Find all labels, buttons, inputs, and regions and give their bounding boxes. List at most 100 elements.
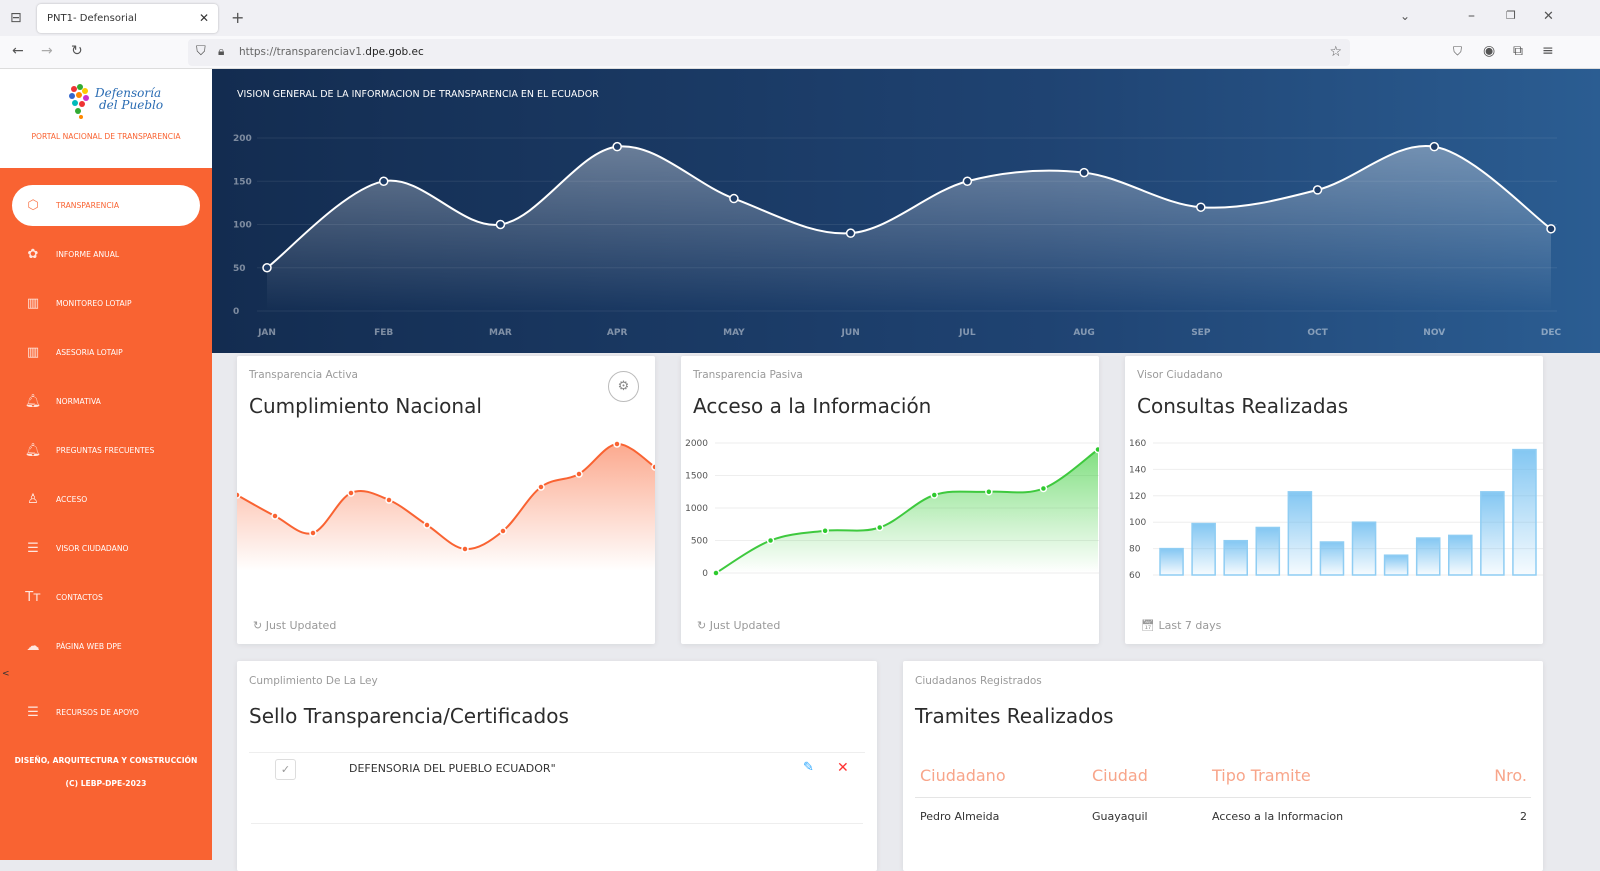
extensions-icon[interactable]: ⧉ [1513,43,1523,59]
refresh-icon: ↻ [253,619,266,632]
settings-gear-button[interactable]: ⚙ [608,371,639,402]
sidebar-item-acceso[interactable]: ♙ ACCESO [12,479,200,520]
browser-tab[interactable]: PNT1- Defensorial ✕ [37,4,218,33]
column-header-ciudadano: Ciudadano [920,766,1006,785]
chevron-down-icon[interactable]: ⌄ [1400,9,1411,23]
sidebar-item-preguntas-frecuentes[interactable]: 🔔︎ PREGUNTAS FRECUENTES [12,430,200,471]
edit-icon[interactable]: ✎ [803,760,814,775]
close-tab-icon[interactable]: ✕ [198,11,209,25]
card-sello-transparencia: Cumplimiento De La Ley Sello Transparenc… [237,661,877,871]
card-subtitle: Visor Ciudadano [1137,369,1223,381]
bar [1383,554,1409,576]
bar [1415,537,1441,576]
x-tick-label: OCT [1307,328,1328,338]
area-fill [267,145,1551,311]
divider [915,797,1531,798]
sidebar-item-label: RECURSOS DE APOYO [56,708,139,717]
sidebar-item-visor-ciudadano[interactable]: ☰ VISOR CIUDADANO [12,528,200,569]
collapse-sidebar-toggle[interactable]: < [2,669,10,679]
sidebar-item-informe-anual[interactable]: ✿ INFORME ANUAL [12,234,200,275]
bookmark-star-icon[interactable]: ☆ [1329,44,1342,60]
cell-nro: 2 [1520,810,1527,823]
bar [1480,491,1505,576]
sidebar-item-contactos[interactable]: Tт CONTACTOS [12,577,200,618]
map-icon: ▥ [26,296,40,311]
sidebar-item-página-web-dpe[interactable]: ☁ PÁGINA WEB DPE [12,626,200,667]
x-tick-label: APR [607,328,628,338]
lock-icon[interactable]: 🔒︎ [218,44,225,58]
url-prefix: https://transparenciav1. [239,46,366,58]
data-point [1312,185,1323,195]
data-point [385,496,393,504]
new-tab-icon[interactable]: + [231,8,245,27]
data-point [1039,484,1048,493]
close-window-icon[interactable]: ✕ [1543,9,1554,24]
logo-text: Defensoría del Pueblo [95,87,163,111]
data-point [499,527,507,535]
y-tick-label: 1500 [685,472,708,482]
header-title: VISION GENERAL DE LA INFORMACION DE TRAN… [237,89,599,100]
sidebar-item-recursos-de-apoyo[interactable]: ☰ RECURSOS DE APOYO [12,692,200,733]
data-point [309,529,317,537]
account-icon[interactable]: ◉ [1483,43,1496,59]
card-subtitle: Cumplimiento De La Ley [249,675,378,687]
sidebar-item-normativa[interactable]: 🔔︎ NORMATIVA [12,381,200,422]
x-tick-label: AUG [1073,328,1094,338]
card-subtitle: Ciudadanos Registrados [915,675,1042,687]
credits-line-1: DISEÑO, ARQUITECTURA Y CONSTRUCCIÓN [14,756,198,765]
sidebar-item-monitoreo-lotaip[interactable]: ▥ MONITOREO LOTAIP [12,283,200,324]
data-point [423,521,431,529]
area-fill [237,443,655,571]
bar [1287,491,1313,576]
logo-line-2: del Pueblo [99,98,164,112]
data-point [962,176,973,186]
card-title: Tramites Realizados [915,704,1114,728]
cumplimiento-area-chart [237,440,655,571]
y-tick-label: 140 [1129,465,1146,475]
pocket-icon[interactable]: ⛉ [1453,44,1463,58]
certificate-checkbox[interactable]: ✓ [275,759,296,780]
bar [1448,534,1473,576]
sidebar-item-asesoria-lotaip[interactable]: ▥ ASESORIA LOTAIP [12,332,200,373]
acceso-area-chart: 0 500 1000 1500 2000 [685,439,1099,579]
y-tick-label: 100 [233,221,252,231]
data-point [930,491,939,499]
data-point [271,512,279,520]
y-tick-label: 2000 [685,439,708,449]
data-point [1429,141,1440,152]
bar [1255,526,1281,576]
calendar-icon: 📅︎ [1141,619,1159,632]
card-footer: ↻ Just Updated [697,619,780,632]
card-footer: ↻ Just Updated [253,619,336,632]
forward-icon[interactable]: → [41,43,53,59]
shield-icon[interactable]: ⛉ [196,44,206,59]
bar [1351,521,1377,576]
minimize-icon[interactable]: – [1468,8,1475,24]
data-point [237,491,241,499]
tab-list-icon[interactable]: ⊟ [10,10,22,26]
data-point [651,463,655,471]
overview-header: VISION GENERAL DE LA INFORMACION DE TRAN… [212,69,1600,353]
restore-icon[interactable]: ❐ [1506,9,1516,22]
logo-area: Defensoría del Pueblo PORTAL NACIONAL DE… [0,69,212,168]
data-point [613,440,621,448]
sidebar-item-label: NORMATIVA [56,397,101,406]
x-tick-label: JAN [257,328,276,338]
y-tick-label: 120 [1129,492,1146,502]
url-domain: dpe.gob.ec [365,46,424,58]
back-icon[interactable]: ← [12,43,24,59]
url-bar[interactable]: ⛉ 🔒︎ https://transparenciav1.dpe.gob.ec … [188,39,1350,66]
sidebar-item-label: ASESORIA LOTAIP [56,348,123,357]
data-point [347,489,355,497]
menu-icon[interactable]: ≡ [1542,43,1554,59]
footer-text: Just Updated [709,619,781,632]
sidebar-item-transparencia[interactable]: ⬡ TRANSPARENCIA [12,185,200,226]
logo-map-image [69,84,89,119]
y-tick-label: 1000 [685,504,708,514]
credits-line-2: (C) LEBP-DPE-2023 [65,779,147,788]
data-point [575,470,583,478]
data-point [845,228,856,238]
reload-icon[interactable]: ↻ [71,43,83,59]
card-acceso-informacion: 0 500 1000 1500 2000 Transparencia Pasiva Ac… [681,356,1099,644]
delete-icon[interactable]: ✕ [837,760,849,776]
